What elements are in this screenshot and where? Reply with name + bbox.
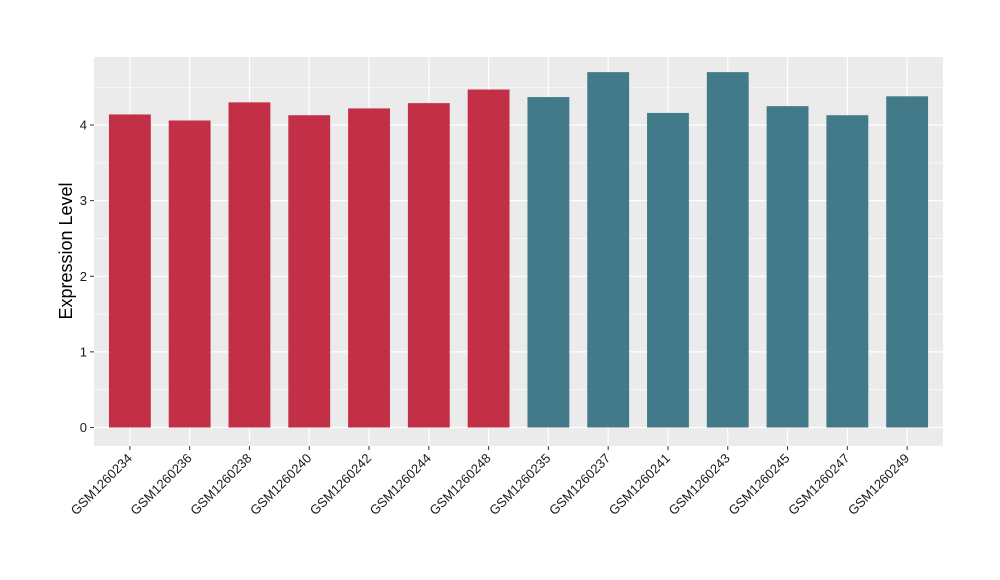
x-tick-label: GSM1260245 (725, 451, 792, 518)
y-tick-label: 1 (80, 344, 87, 359)
x-tick-label: GSM1260244 (367, 451, 434, 518)
plot-panel (94, 57, 943, 446)
bar (348, 108, 390, 428)
x-tick-label: GSM1260247 (785, 451, 852, 518)
x-tick-label: GSM1260237 (546, 451, 613, 518)
x-tick-label: GSM1260248 (426, 451, 493, 518)
bar (647, 112, 689, 428)
bar (706, 72, 749, 428)
x-tick-label: GSM1260234 (68, 451, 135, 518)
bar (108, 114, 151, 428)
bar (766, 106, 809, 428)
bar (228, 102, 271, 428)
x-tick-label: GSM1260236 (127, 451, 194, 518)
x-tick-label: GSM1260241 (606, 451, 673, 518)
bar (527, 97, 570, 428)
bars (108, 72, 929, 428)
x-tick-label: GSM1260240 (247, 451, 314, 518)
bar (288, 115, 331, 428)
x-tick-label: GSM1260243 (666, 451, 733, 518)
y-tick-label: 4 (80, 118, 87, 133)
bar (886, 96, 929, 428)
y-axis-title: Expression Level (56, 182, 76, 319)
bar (587, 72, 630, 428)
y-tick-label: 0 (80, 420, 87, 435)
y-tick-label: 3 (80, 193, 87, 208)
x-tick-label: GSM1260242 (307, 451, 374, 518)
x-tick-label: GSM1260249 (845, 451, 912, 518)
bar (407, 103, 450, 428)
bar (467, 89, 510, 428)
x-tick-label: GSM1260238 (187, 451, 254, 518)
bar (826, 115, 869, 428)
bar (168, 120, 211, 428)
x-tick-label: GSM1260235 (486, 451, 553, 518)
y-tick-label: 2 (80, 269, 87, 284)
